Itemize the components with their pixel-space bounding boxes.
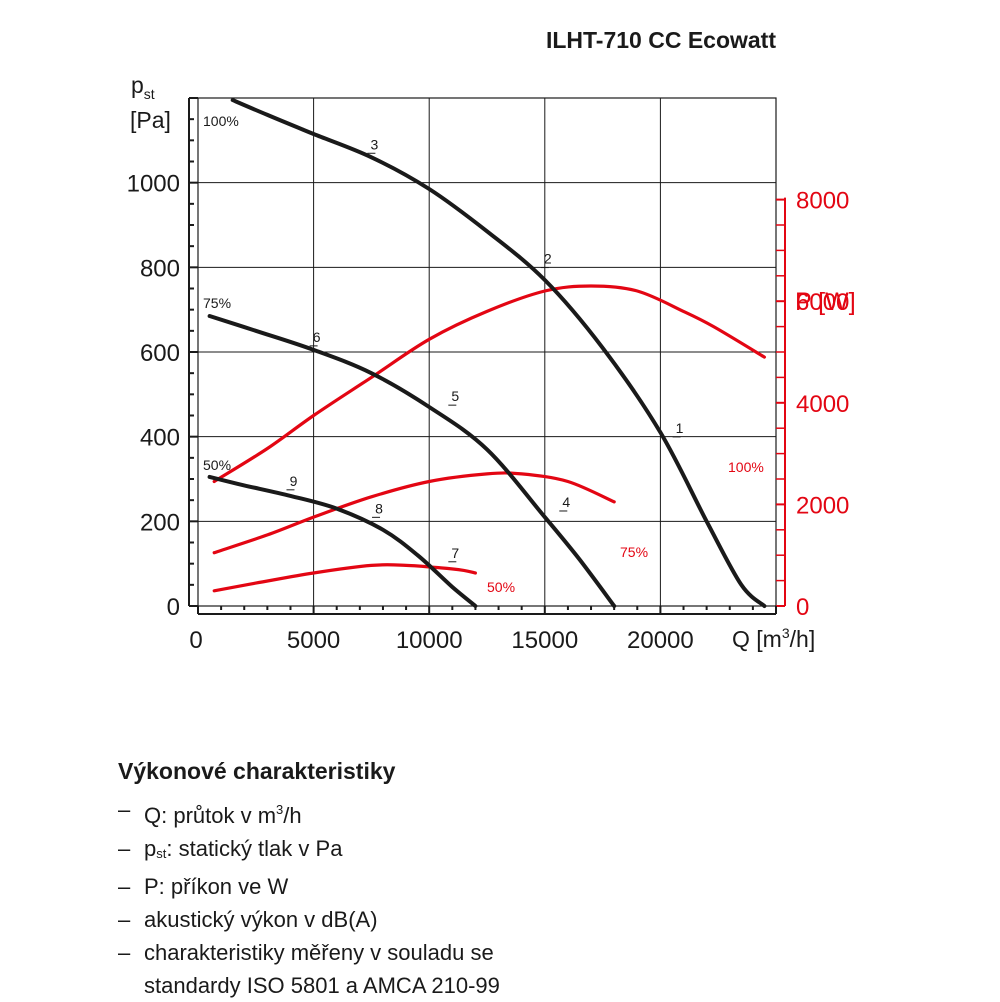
legend-list: – Q: průtok v m3/h – pst: statický tlak v …: [118, 793, 878, 1002]
left-tick-label: 1000: [127, 171, 180, 198]
y-right-axis-label: P [W]: [795, 288, 856, 316]
legend-item-text: Q: průtok v m: [144, 803, 277, 828]
x-tick-label: 15000: [511, 627, 578, 654]
x-axis-label: Q [m3/h]: [732, 625, 815, 652]
power-curve-label: 50%: [487, 579, 515, 595]
legend-item-text: charakteristiky měřeny v souladu se: [144, 940, 494, 965]
pressure-curve-50-percent: [207, 474, 478, 608]
power-curve-100-percent: [212, 284, 766, 484]
right-tick-label: 4000: [796, 391, 849, 418]
x-label-main: Q [m: [732, 626, 782, 652]
operating-point-label: 8: [375, 500, 383, 516]
legend-item-acoustic: – akustický výkon v dB(A): [118, 903, 878, 936]
right-tick-label: 8000: [796, 188, 849, 215]
legend-item-sup: 3: [276, 802, 284, 817]
operating-point-label: 4: [562, 494, 570, 510]
pressure-curve-label: 100%: [203, 113, 239, 129]
right-tick-label: 0: [796, 594, 809, 621]
x-tick-label: 20000: [627, 627, 694, 654]
x-tick-label: 5000: [287, 627, 340, 654]
left-y-axis: 0 200 400 600 800 1000: [127, 97, 198, 621]
pressure-curve-label: 50%: [203, 457, 231, 473]
left-tick-label: 600: [140, 340, 180, 367]
legend-dash: –: [118, 940, 131, 965]
left-tick-label: 0: [167, 594, 180, 621]
y-left-axis-unit: [Pa]: [130, 107, 171, 133]
power-curve-75-percent: [212, 471, 616, 555]
legend-item-standards: – charakteristiky měřeny v souladu se sta…: [118, 936, 878, 1002]
chart-title: ILHT-710 CC Ecowatt: [546, 27, 776, 53]
legend-dash: –: [118, 797, 131, 822]
y-left-label-main: p: [131, 72, 144, 98]
left-tick-label: 200: [140, 509, 180, 536]
operating-point-label: 6: [313, 329, 321, 345]
power-curve-50-percent: [212, 563, 477, 593]
x-tick-label: 0: [189, 627, 202, 654]
left-tick-label: 800: [140, 255, 180, 282]
legend-block: Výkonové charakteristiky – Q: průtok v m3…: [118, 758, 878, 1002]
x-label-tail: /h]: [790, 626, 816, 652]
left-tick-label: 400: [140, 425, 180, 452]
x-axis: 0 5000 10000 15000 20000: [189, 606, 777, 654]
y-left-label-sub: st: [144, 86, 155, 102]
legend-item-power: – P: příkon ve W: [118, 870, 878, 903]
pressure-curve-100-percent: [230, 98, 767, 608]
operating-point-label: 7: [451, 545, 459, 561]
power-curve-label: 75%: [620, 544, 648, 560]
power-curve-label: 100%: [728, 459, 764, 475]
series-lines: [207, 98, 767, 608]
legend-dash: –: [118, 907, 131, 932]
operating-point-label: 2: [544, 251, 552, 267]
operating-point-label: 5: [451, 388, 459, 404]
legend-item-pressure: – pst: statický tlak v Pa: [118, 832, 878, 870]
right-tick-label: 6000: [796, 289, 849, 316]
pressure-curve-75-percent: [207, 314, 617, 608]
operating-point-label: 9: [290, 473, 298, 489]
curve-labels: 100% 75% 50% 100% 75% 50% 1 2 3 4 5 6 7 8 9: [203, 113, 764, 595]
legend-dash: –: [118, 836, 131, 861]
legend-item-text: akustický výkon v dB(A): [144, 907, 378, 932]
right-tick-label: 2000: [796, 492, 849, 519]
legend-item-text: : statický tlak v Pa: [166, 836, 343, 861]
operating-point-label: 1: [676, 420, 684, 436]
pressure-curve-label: 75%: [203, 295, 231, 311]
operating-point-label: 3: [371, 136, 379, 152]
legend-title: Výkonové charakteristiky: [118, 758, 396, 784]
y-left-axis-label: pst: [131, 72, 155, 102]
right-y-axis: 0 2000 4000 6000 8000: [776, 188, 849, 621]
legend-dash: –: [118, 874, 131, 899]
x-label-sup: 3: [782, 625, 790, 641]
legend-item-text: P: příkon ve W: [144, 874, 289, 899]
legend-item-continuation: standardy ISO 5801 a AMCA 210-99: [144, 973, 500, 998]
legend-item-tail: /h: [283, 803, 302, 828]
legend-item-pre: p: [144, 836, 157, 861]
legend-item-sub: st: [156, 846, 167, 861]
legend-item-flow: – Q: průtok v m3/h: [118, 793, 878, 832]
x-tick-label: 10000: [396, 627, 463, 654]
